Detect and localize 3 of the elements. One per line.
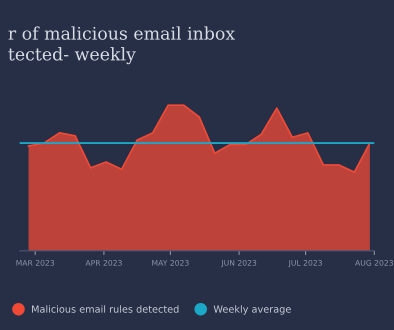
chart-title: r of malicious email inbox tected- weekly: [8, 26, 235, 64]
legend-label: Weekly average: [214, 305, 291, 315]
legend-label: Malicious email rules detected: [32, 305, 178, 313]
